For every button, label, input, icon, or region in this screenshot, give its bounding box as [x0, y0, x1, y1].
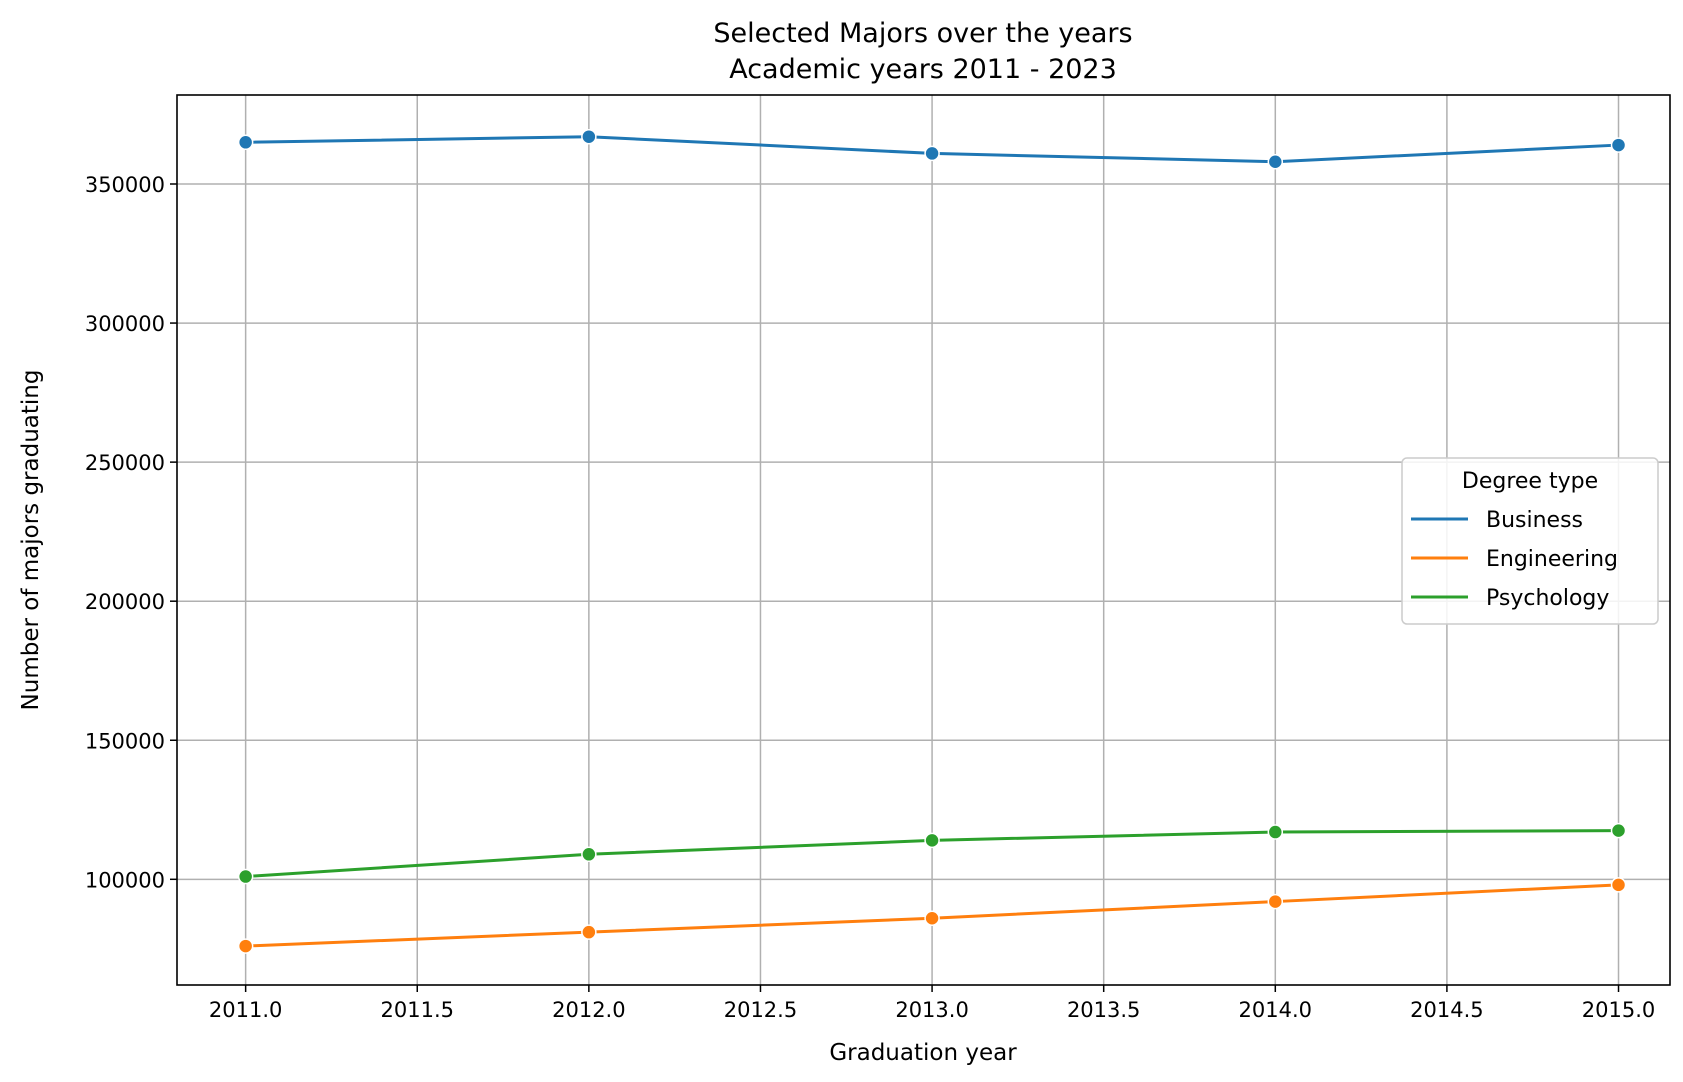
data-point-psychology: [1610, 822, 1627, 839]
axis-ticks: 2011.0 2011.5 2012.0 2012.5 2013.0 2013.5 2014…: [85, 173, 1655, 1022]
x-tick-label: 2014.0: [1239, 998, 1312, 1022]
series-engineering: [237, 877, 1627, 954]
y-tick-label: 150000: [85, 729, 165, 753]
y-tick-label: 250000: [85, 451, 165, 475]
series-group: [237, 128, 1627, 954]
legend-entries: Business Engineering Psychology: [1411, 508, 1618, 611]
legend-label-psychology: Psychology: [1486, 586, 1609, 611]
chart-subtitle: Academic years 2011 - 2023: [729, 54, 1117, 85]
data-point-psychology: [581, 846, 597, 863]
data-point-business: [237, 134, 254, 151]
data-point-business: [581, 128, 597, 145]
x-tick-label: 2012.5: [724, 998, 797, 1022]
y-axis-label: Number of majors graduating: [18, 370, 44, 711]
x-tick-label: 2014.5: [1410, 998, 1483, 1022]
data-point-psychology: [924, 832, 940, 849]
data-point-psychology: [237, 868, 254, 885]
data-point-engineering: [924, 910, 940, 926]
legend-label-engineering: Engineering: [1486, 547, 1618, 572]
x-tick-label: 2011.5: [381, 998, 454, 1022]
data-point-engineering: [1610, 877, 1627, 893]
data-point-engineering: [1267, 893, 1284, 910]
x-tick-label: 2015.0: [1582, 998, 1655, 1022]
y-tick-label: 300000: [85, 312, 165, 336]
x-tick-label: 2012.0: [552, 998, 625, 1022]
grid: [177, 95, 1670, 985]
series-business: [237, 128, 1627, 170]
x-tick-label: 2013.5: [1067, 998, 1140, 1022]
data-point-business: [1267, 154, 1284, 170]
y-tick-label: 200000: [85, 590, 165, 614]
data-point-engineering: [581, 924, 597, 940]
x-axis-label: Graduation year: [829, 1040, 1017, 1066]
chart-title: Selected Majors over the years: [713, 18, 1132, 49]
legend-label-business: Business: [1486, 508, 1583, 533]
legend-box: [1401, 457, 1659, 625]
legend: Degree type Business Engineering Psycholog…: [1401, 457, 1659, 625]
legend-title: Degree type: [1462, 469, 1598, 494]
data-point-business: [924, 145, 940, 162]
y-tick-label: 350000: [85, 173, 165, 197]
plot-frame: [176, 94, 1671, 986]
x-tick-label: 2013.0: [895, 998, 968, 1022]
x-tick-label: 2011.0: [209, 998, 282, 1022]
data-point-engineering: [237, 938, 254, 954]
data-point-business: [1610, 137, 1627, 153]
y-tick-label: 100000: [85, 868, 165, 892]
data-point-psychology: [1267, 824, 1284, 840]
series-psychology: [237, 822, 1627, 885]
